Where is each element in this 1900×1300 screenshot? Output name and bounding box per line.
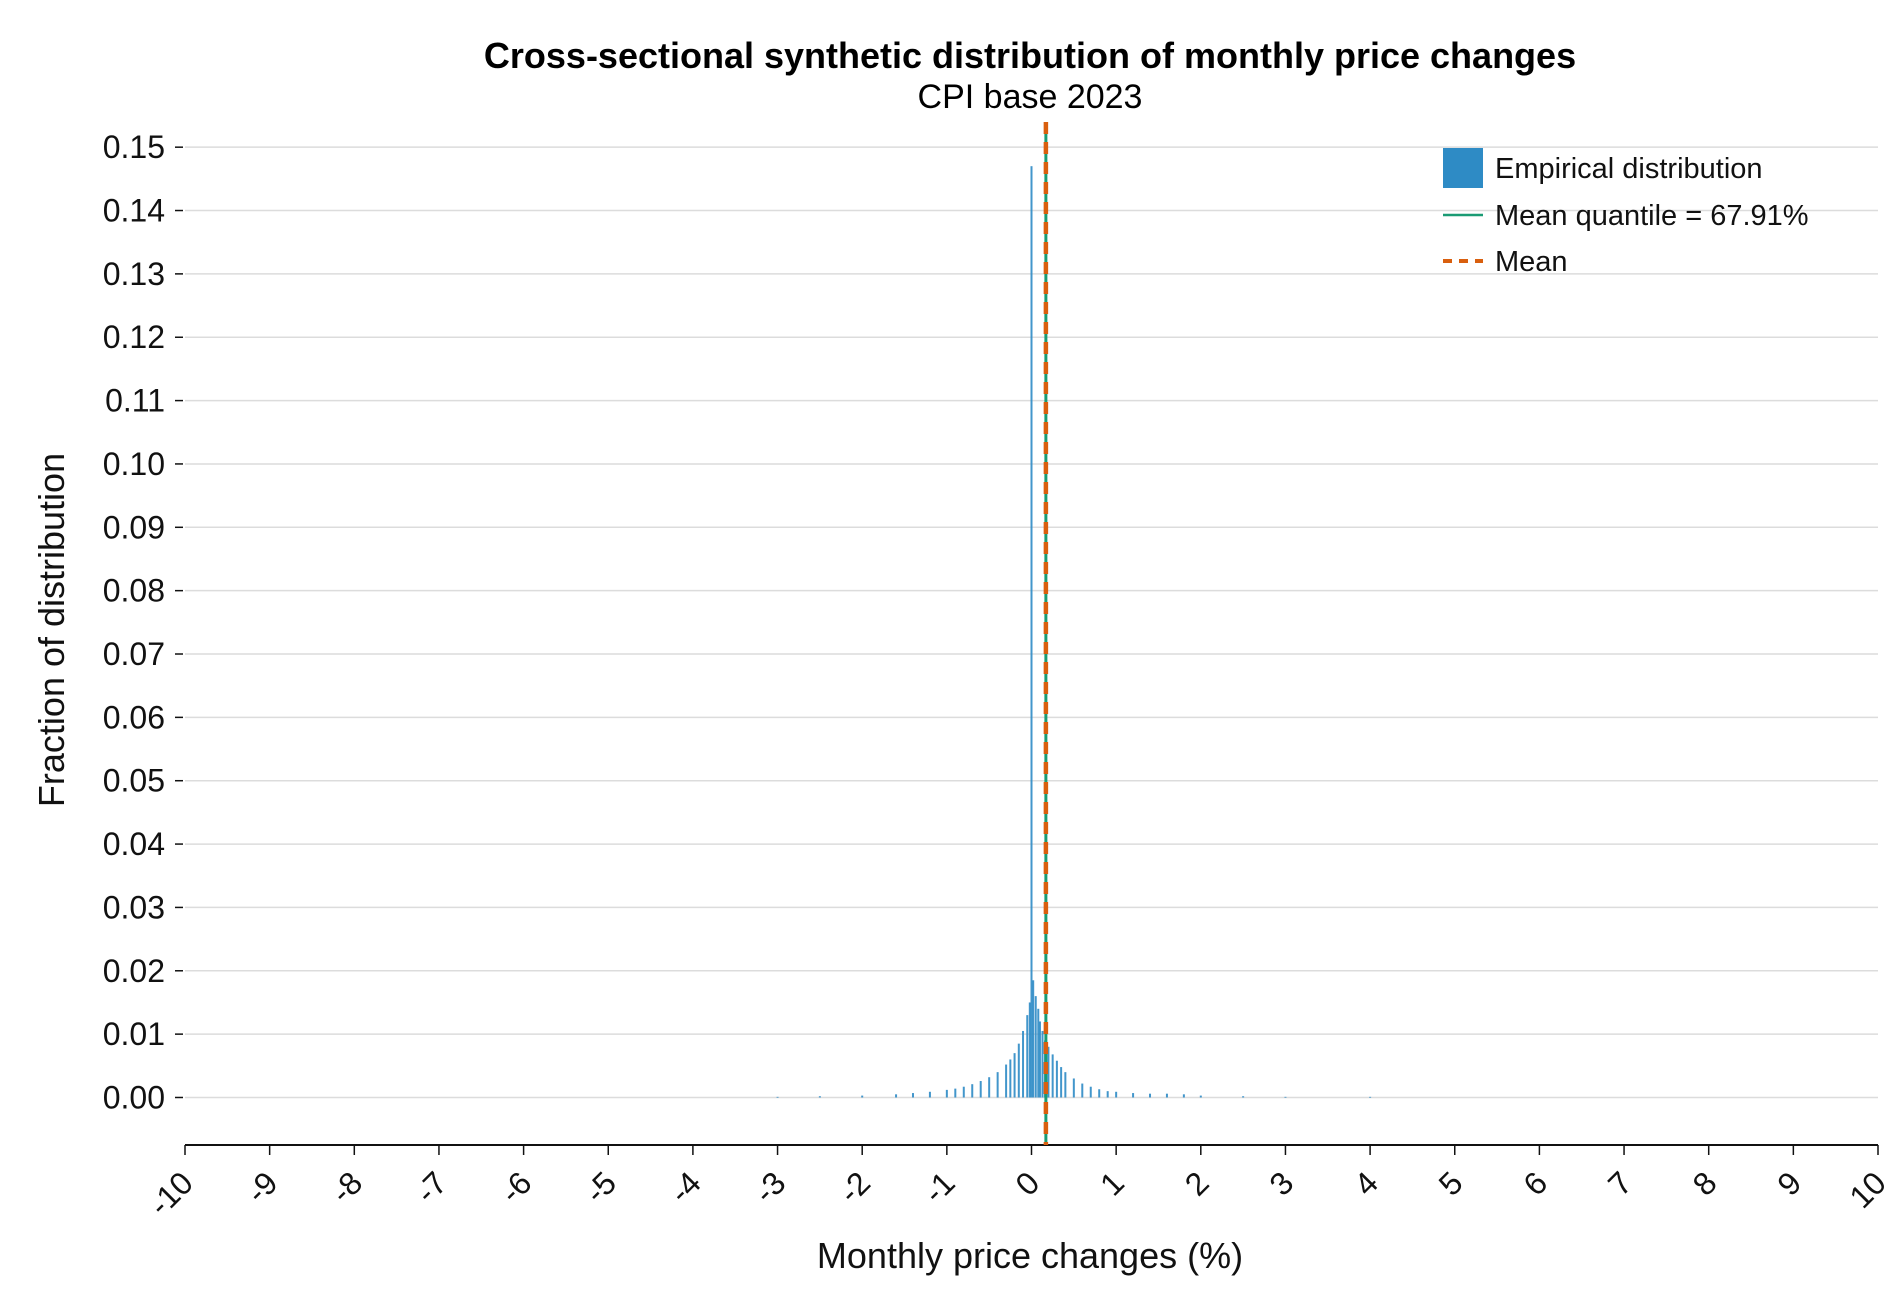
y-axis-ticks: 0.00 0.01 0.02 0.03 0.04 0.05 0.06 0.07 0.08 0.09… [103, 129, 183, 1115]
x-tick-label: 6 [1516, 1164, 1554, 1202]
histogram-bar [1030, 166, 1033, 1098]
histogram-bar [979, 1081, 982, 1098]
x-axis: -10 -9 -8 -7 -6 -5 -4 -3 -2 -1 0 1 2 3 4 5 6 7 8 9 10 [142, 1144, 1893, 1223]
histogram-bar [1047, 1046, 1050, 1098]
histogram-bar [1106, 1091, 1109, 1098]
histogram-bar [1165, 1093, 1168, 1098]
x-tick-label: 10 [1842, 1164, 1893, 1215]
histogram-bar [1013, 1053, 1016, 1098]
x-tick-label: -1 [916, 1164, 962, 1210]
histogram-bar [1009, 1059, 1012, 1098]
y-tick-label: 0.03 [103, 889, 165, 925]
y-tick-label: 0.04 [103, 826, 165, 862]
chart-legend: Empirical distribution Mean quantile = 6… [1443, 148, 1809, 278]
x-tick-label: -9 [239, 1164, 285, 1210]
y-tick-label: 0.02 [103, 953, 165, 989]
histogram-bar [1034, 996, 1037, 1098]
y-tick-label: 0.05 [103, 763, 165, 799]
y-tick-label: 0.12 [103, 319, 165, 355]
histogram-bar [1037, 1008, 1040, 1098]
x-tick-label: 0 [1008, 1164, 1046, 1202]
histogram-bar [1132, 1093, 1135, 1098]
x-tick-label: 8 [1686, 1164, 1724, 1202]
y-tick-label: 0.14 [103, 193, 165, 229]
histogram-bar [1022, 1030, 1025, 1098]
histogram-bar [1369, 1096, 1372, 1098]
x-tick-label: -10 [142, 1164, 200, 1222]
x-tick-label: 7 [1601, 1164, 1639, 1202]
legend-label-mean-quantile: Mean quantile = 67.91% [1495, 200, 1809, 232]
histogram-bar [1028, 1002, 1031, 1098]
histogram-bar [928, 1091, 931, 1098]
histogram-bar [945, 1089, 948, 1098]
y-axis-label: Fraction of distribution [31, 453, 72, 807]
histogram-bar [996, 1072, 999, 1098]
y-tick-label: 0.11 [105, 383, 165, 419]
histogram-bar [1072, 1078, 1075, 1098]
histogram-bar [1032, 980, 1035, 1098]
x-tick-label: -4 [662, 1164, 708, 1210]
histogram-bar [1098, 1089, 1101, 1098]
histogram-bar [1089, 1086, 1092, 1098]
y-tick-label: 0.06 [103, 699, 165, 735]
histogram-bar [1182, 1094, 1185, 1098]
histogram-bar [1038, 1021, 1041, 1098]
y-tick-label: 0.15 [103, 129, 165, 165]
histogram-bar [971, 1084, 974, 1098]
x-tick-label: -5 [578, 1164, 624, 1210]
y-tick-label: 0.09 [103, 509, 165, 545]
histogram-bar [1005, 1064, 1008, 1098]
histogram-bar [1026, 1015, 1029, 1098]
chart-title: Cross-sectional synthetic distribution o… [484, 35, 1576, 76]
histogram-bar [818, 1096, 821, 1098]
x-tick-label: -7 [408, 1164, 454, 1210]
y-tick-label: 0.01 [103, 1016, 165, 1052]
y-tick-label: 0.13 [103, 256, 165, 292]
x-tick-label: 4 [1347, 1164, 1385, 1202]
histogram-bar [1115, 1091, 1118, 1098]
histogram-bar [1242, 1096, 1245, 1098]
histogram-bar [962, 1086, 965, 1098]
histogram-bar [1149, 1093, 1152, 1098]
legend-label-mean: Mean [1495, 246, 1568, 278]
histogram-bar [895, 1094, 898, 1098]
histogram-bar [1081, 1083, 1084, 1098]
histogram-bars [776, 166, 1372, 1098]
y-tick-label: 0.07 [103, 636, 165, 672]
histogram-bar [911, 1093, 914, 1098]
y-tick-label: 0.08 [103, 573, 165, 609]
x-tick-label: -8 [324, 1164, 370, 1210]
histogram-bar [1017, 1043, 1020, 1098]
x-tick-label: 1 [1093, 1164, 1131, 1202]
histogram-bar [988, 1077, 991, 1098]
x-tick-label: 3 [1262, 1164, 1300, 1202]
histogram-bar [954, 1088, 957, 1098]
x-axis-label: Monthly price changes (%) [817, 1235, 1243, 1276]
x-tick-label: 5 [1432, 1164, 1470, 1202]
histogram-bar [776, 1096, 779, 1098]
histogram-bar [1064, 1072, 1067, 1098]
x-tick-label: -3 [747, 1164, 793, 1210]
histogram-bar [1041, 1030, 1044, 1098]
histogram-bar [1051, 1054, 1054, 1098]
x-tick-label: -6 [493, 1164, 539, 1210]
x-tick-label: 9 [1770, 1164, 1808, 1202]
histogram-bar [1060, 1067, 1063, 1098]
histogram-bar [861, 1095, 864, 1098]
histogram-bar [1199, 1095, 1202, 1098]
legend-swatch-empirical [1443, 148, 1483, 188]
legend-label-empirical: Empirical distribution [1495, 153, 1763, 185]
histogram-bar [1055, 1060, 1058, 1098]
y-tick-label: 0.00 [103, 1079, 165, 1115]
y-tick-label: 0.10 [103, 446, 165, 482]
x-tick-label: -2 [832, 1164, 878, 1210]
chart-subtitle: CPI base 2023 [918, 78, 1143, 116]
histogram-bar [1284, 1096, 1287, 1098]
x-tick-label: 2 [1178, 1164, 1216, 1202]
